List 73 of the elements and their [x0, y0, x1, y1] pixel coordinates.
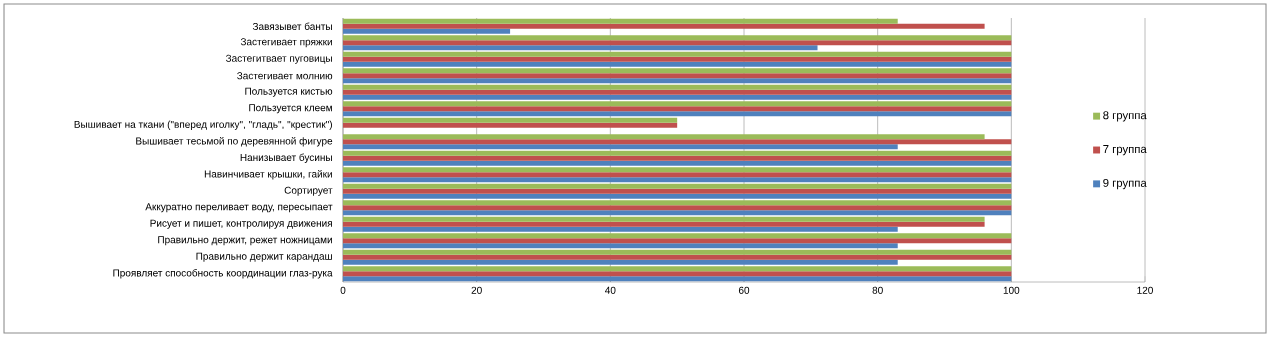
y-tick-label: Вышивает на ткани ("вперед иголку", "гладь", "крестик") [74, 120, 332, 130]
bar [343, 238, 1012, 244]
x-tick-label: 0 [340, 286, 346, 294]
bar [343, 40, 1012, 46]
bar [343, 111, 1012, 117]
bar [343, 61, 1012, 67]
bar [343, 188, 1012, 194]
y-tick-label: Пользуется клеем [249, 104, 332, 114]
bar [343, 266, 1012, 272]
x-tick-label: 120 [1137, 286, 1153, 294]
y-tick-label: Проявляет способность координации глаз-рука [113, 269, 333, 279]
y-tick-label: Рисует и пишет, контролируя движения [150, 219, 332, 229]
bar [343, 106, 1012, 112]
bar [343, 101, 1012, 107]
bar [343, 276, 1012, 282]
bar [343, 226, 898, 232]
bar [343, 23, 985, 29]
y-tick-label: Навинчивает крышки, гайки [204, 170, 332, 180]
bar [343, 144, 898, 150]
y-tick-label: Аккуратно переливает воду, пересыпает [145, 203, 333, 213]
bar [343, 243, 898, 249]
bar [343, 193, 1012, 199]
bar [343, 216, 985, 222]
x-tick-label: 20 [471, 286, 482, 294]
y-tick-label: Завязывет банты [252, 22, 332, 30]
bar [343, 35, 1012, 41]
bar [343, 84, 1012, 90]
y-tick-label: Застегивает молнию [237, 72, 333, 80]
bar [343, 94, 1012, 100]
bar [343, 150, 1012, 156]
y-tick-label: Нанизывает бусины [240, 153, 332, 163]
bar [343, 155, 1012, 161]
y-tick-label: Пользуется кистью [245, 87, 333, 97]
x-tick-label: 80 [872, 286, 883, 294]
bar [343, 28, 511, 34]
bar [343, 68, 1012, 74]
x-tick-label: 60 [738, 286, 750, 294]
bar [343, 200, 1012, 206]
bar [343, 249, 1012, 255]
x-tick-label: 100 [1003, 286, 1020, 294]
bar [343, 167, 1012, 173]
y-tick-label: Правильно держит, режет ножницами [158, 236, 332, 246]
bar [343, 233, 1012, 239]
bar [343, 177, 1012, 183]
bar [343, 45, 818, 51]
legend-label: 8 группа [1103, 111, 1147, 122]
bar [343, 259, 898, 265]
bar [343, 56, 1012, 62]
bar [343, 221, 985, 227]
bar [343, 89, 1012, 95]
y-tick-label: Сортирует [284, 186, 333, 196]
legend-label: 7 группа [1103, 145, 1147, 156]
legend-label: 9 группа [1103, 178, 1147, 190]
y-tick-label: Вышивает тесьмой по деревянной фигуре [136, 137, 333, 147]
bar [343, 172, 1012, 178]
bar [343, 254, 1012, 260]
bar [343, 122, 678, 128]
y-tick-label: Правильно держит карандаш [196, 252, 332, 262]
bar [343, 18, 898, 24]
x-tick-label: 40 [605, 286, 616, 294]
y-tick-label: Застегитвает пуговицы [225, 54, 332, 64]
y-tick-label: Застегивает пряжки [240, 38, 332, 48]
bar [343, 134, 985, 140]
bar [343, 78, 1012, 84]
bar [343, 160, 1012, 166]
bar [343, 183, 1012, 189]
bar [343, 210, 1012, 216]
bar [343, 117, 678, 123]
bar [343, 271, 1012, 277]
bar [343, 205, 1012, 211]
bar [343, 51, 1012, 57]
bar [343, 73, 1012, 79]
bar [343, 139, 1012, 145]
